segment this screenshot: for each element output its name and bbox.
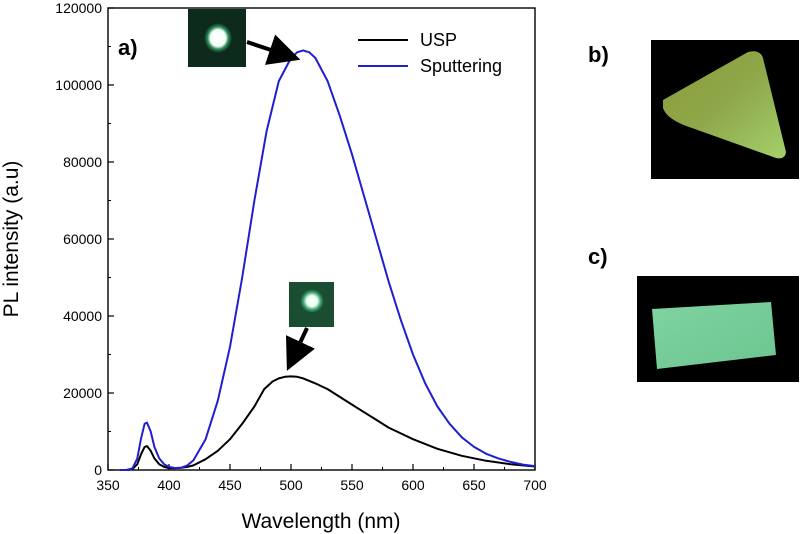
photo-triangle-sample: [651, 40, 799, 179]
y-axis-title: PL intensity (a.u): [0, 161, 23, 318]
y-tick-label: 20000: [63, 385, 102, 401]
x-axis-ticks: 350 400 450 500 550 600 650 700: [96, 464, 547, 493]
x-tick-label: 400: [157, 477, 181, 493]
legend: USP Sputtering: [358, 30, 502, 76]
x-tick-label: 500: [279, 477, 303, 493]
series-lines: [120, 49, 536, 471]
arrow-to-usp-peak: [286, 327, 315, 371]
inset-photo-usp: [289, 282, 334, 327]
photo-rectangle-sample: [637, 276, 799, 382]
x-axis-title: Wavelength (nm): [241, 510, 400, 533]
x-tick-label: 600: [401, 477, 425, 493]
inset-photo-sputtering: [188, 9, 246, 67]
x-tick-label: 450: [218, 477, 242, 493]
y-tick-label: 60000: [63, 231, 102, 247]
y-tick-label: 80000: [63, 154, 102, 170]
legend-label-usp: USP: [420, 30, 457, 50]
arrow-to-sputtering-peak: [246, 34, 301, 65]
panel-c-label: c): [588, 244, 608, 269]
y-tick-label: 0: [94, 462, 102, 478]
legend-label-sputtering: Sputtering: [420, 56, 502, 76]
panel-a-label: a): [118, 35, 138, 60]
y-tick-label: 100000: [55, 77, 102, 93]
y-tick-label: 120000: [55, 0, 102, 16]
panel-b-label: b): [588, 42, 609, 67]
y-tick-label: 40000: [63, 308, 102, 324]
series-line-sputtering: [120, 49, 536, 471]
x-tick-label: 550: [340, 477, 364, 493]
series-line-usp: [120, 375, 536, 471]
x-tick-label: 700: [523, 477, 547, 493]
x-tick-label: 350: [96, 477, 120, 493]
y-axis-ticks: 0 20000 40000 60000 80000 100000 120000: [55, 0, 114, 478]
x-tick-label: 650: [462, 477, 486, 493]
plot-frame: [107, 7, 536, 471]
